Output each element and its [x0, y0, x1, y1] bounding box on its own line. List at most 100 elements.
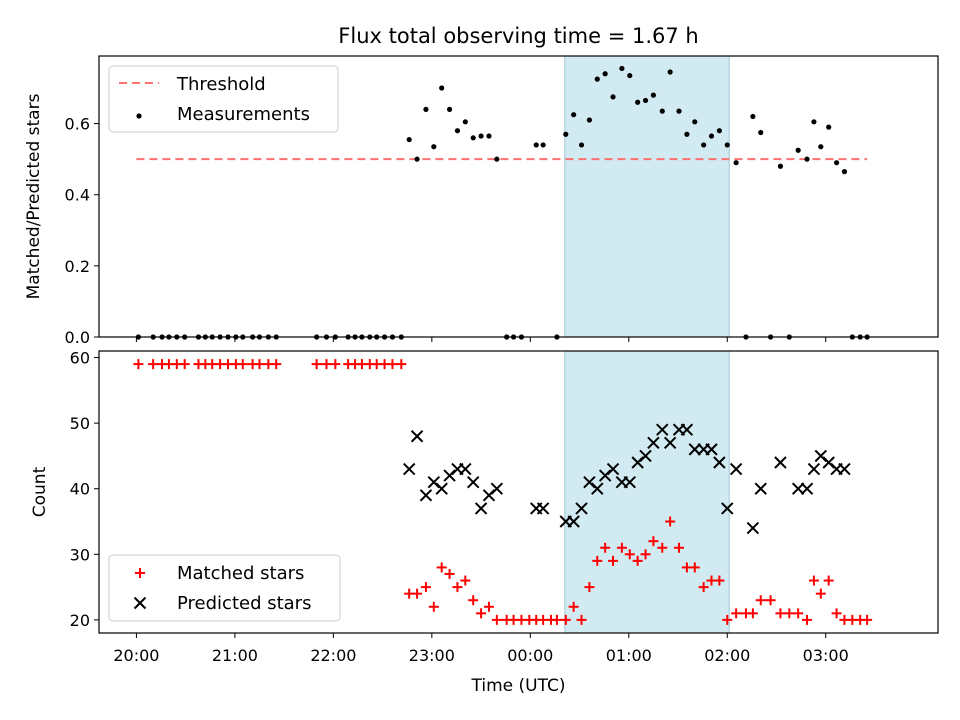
- predicted-point-41: [807, 462, 821, 476]
- measurement-point-76: [811, 119, 817, 125]
- top-legend: Threshold Measurements: [108, 65, 339, 133]
- matched-point-61: [665, 516, 676, 527]
- measurement-point-44: [540, 142, 546, 148]
- measurement-point-46: [563, 131, 569, 137]
- matched-point-69: [731, 608, 742, 619]
- top-y-tick-label-3: 0.6: [65, 115, 90, 134]
- bottom-x-ticks: 20:00 21:00 22:00 23:00 00:00 01:00 02:00 03:00: [113, 633, 849, 665]
- measurement-point-37: [478, 133, 484, 139]
- measurement-point-53: [619, 65, 625, 72]
- measurement-point-54: [627, 72, 633, 79]
- measurement-point-36: [470, 135, 476, 141]
- matched-stars-series: [133, 359, 873, 625]
- measurement-point-39: [494, 156, 500, 162]
- matched-point-54: [608, 555, 619, 566]
- observing-window-shading-top: [564, 55, 730, 338]
- matched-point-17: [311, 359, 322, 370]
- chart-title: Flux total observing time = 1.67 h: [338, 24, 698, 48]
- predicted-point-18: [591, 482, 604, 495]
- matched-point-67: [714, 575, 725, 586]
- measurement-point-55: [635, 99, 641, 105]
- x-tick-label-4: 00:00: [507, 646, 553, 665]
- measurement-point-79: [833, 160, 840, 166]
- bottom-y-tick-label-4: 60: [70, 349, 90, 368]
- predicted-point-40: [800, 482, 814, 495]
- observing-window-shading-bottom: [564, 350, 730, 634]
- predicted-stars-series: [402, 423, 851, 535]
- top-legend-box: [108, 65, 339, 133]
- measurement-point-50: [594, 76, 600, 82]
- legend-predicted-swatch: [133, 596, 147, 610]
- measurement-point-29: [414, 156, 420, 162]
- top-y-ticks: 0.0 0.2 0.4 0.6: [65, 115, 99, 347]
- matched-point-19: [330, 359, 341, 370]
- predicted-point-35: [729, 462, 743, 476]
- matched-point-32: [436, 562, 447, 573]
- matched-point-18: [321, 359, 332, 370]
- matched-point-53: [600, 542, 611, 553]
- predicted-point-34: [721, 502, 734, 515]
- measurement-point-57: [650, 92, 657, 98]
- measurement-point-63: [701, 142, 707, 148]
- predicted-point-29: [680, 423, 694, 436]
- predicted-point-0: [402, 462, 416, 476]
- measurement-point-52: [610, 94, 616, 100]
- measurement-point-35: [462, 119, 468, 125]
- matched-point-36: [468, 595, 479, 606]
- matched-point-29: [412, 588, 423, 599]
- matched-point-33: [444, 568, 455, 579]
- matched-point-12: [237, 359, 248, 370]
- matched-point-76: [793, 608, 804, 619]
- legend-predicted-label: Predicted stars: [177, 593, 311, 614]
- predicted-point-1: [410, 430, 424, 443]
- bottom-y-tick-label-1: 30: [70, 545, 90, 564]
- predicted-point-27: [663, 436, 677, 450]
- measurement-point-58: [659, 108, 665, 114]
- measurement-point-80: [841, 169, 848, 175]
- measurement-point-28: [406, 136, 412, 143]
- predicted-point-39: [791, 482, 805, 495]
- matched-point-80: [823, 575, 834, 586]
- matched-point-81: [831, 608, 842, 619]
- x-tick-label-2: 22:00: [310, 646, 356, 665]
- top-panel: 0.0 0.2 0.4 0.6 Flux total observing time =…: [24, 24, 939, 347]
- matched-point-35: [460, 575, 471, 586]
- matched-point-49: [568, 601, 579, 612]
- matched-point-14: [254, 359, 265, 370]
- matched-point-79: [815, 588, 826, 599]
- matched-point-38: [483, 601, 494, 612]
- matched-point-56: [624, 549, 635, 560]
- matched-point-30: [420, 582, 431, 593]
- measurement-point-43: [533, 142, 539, 148]
- predicted-point-36: [746, 521, 760, 535]
- matched-point-72: [755, 595, 766, 606]
- predicted-point-7: [459, 462, 472, 476]
- legend-threshold-label: Threshold: [176, 74, 266, 95]
- bottom-y-tick-label-3: 50: [70, 414, 90, 433]
- x-tick-label-1: 21:00: [212, 646, 258, 665]
- measurement-point-34: [454, 128, 461, 134]
- measurement-point-56: [642, 97, 649, 104]
- x-tick-label-3: 23:00: [409, 646, 455, 665]
- x-tick-label-5: 01:00: [606, 646, 652, 665]
- legend-matched-swatch: [135, 568, 145, 578]
- bottom-legend: Matched stars Predicted stars: [108, 554, 341, 622]
- predicted-point-20: [606, 462, 620, 476]
- predicted-point-32: [705, 443, 718, 456]
- bottom-y-tick-label-0: 20: [70, 611, 90, 630]
- measurement-point-77: [818, 144, 824, 150]
- bottom-y-tick-label-2: 40: [70, 480, 90, 499]
- x-tick-label-6: 02:00: [704, 646, 750, 665]
- matched-point-62: [674, 542, 685, 553]
- x-tick-label-7: 03:00: [803, 646, 849, 665]
- measurement-point-78: [826, 124, 832, 130]
- predicted-point-9: [474, 502, 488, 515]
- matched-point-77: [802, 614, 813, 625]
- predicted-point-24: [639, 449, 652, 463]
- measurement-point-31: [431, 144, 437, 150]
- measurement-point-32: [439, 85, 445, 91]
- matched-point-27: [396, 359, 407, 370]
- measurement-point-69: [750, 113, 756, 120]
- matched-point-34: [452, 582, 463, 593]
- top-y-tick-label-2: 0.4: [65, 186, 90, 205]
